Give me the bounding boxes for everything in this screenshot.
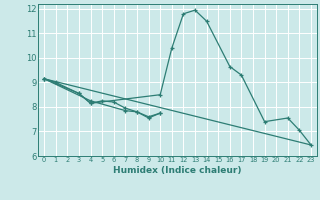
X-axis label: Humidex (Indice chaleur): Humidex (Indice chaleur) — [113, 166, 242, 175]
